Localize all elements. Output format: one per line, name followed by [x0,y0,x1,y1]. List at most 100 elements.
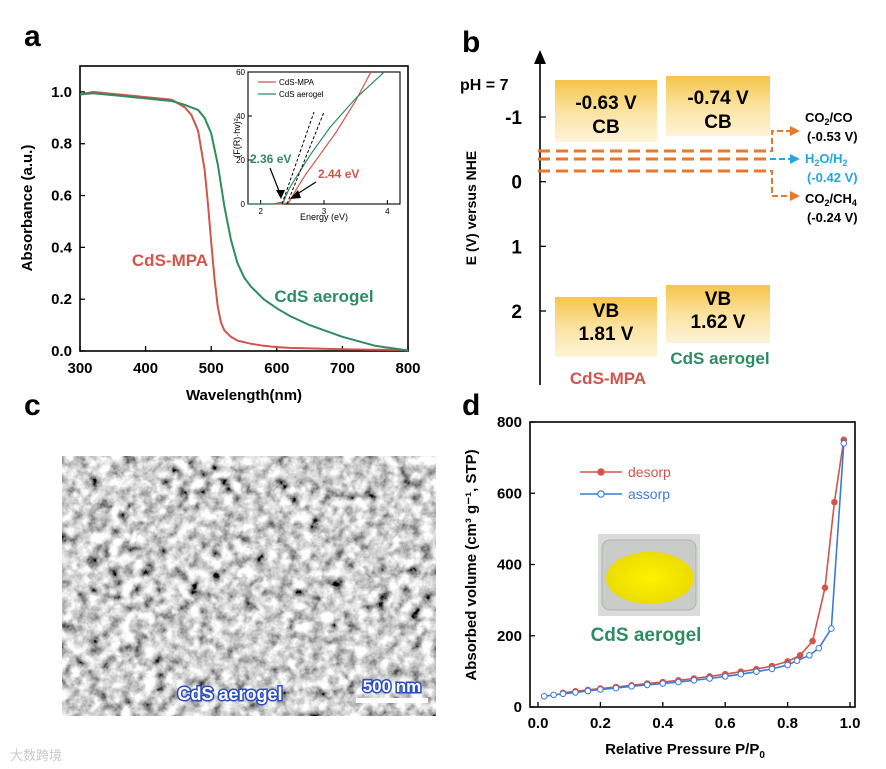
b-tick-label: -1 [505,108,522,129]
panel-d-y-label: Absorbed volume (cm³ g⁻¹, STP) [463,449,480,680]
d-point-assorp [721,673,729,680]
panel-d-label: d [462,389,480,422]
arrowhead-h2o-h2 [790,154,800,164]
inset-tangent-red [286,111,325,205]
panel-a-inset: 2 3 4 0 20 40 60 CdS-MPA CdS aerogel Energy (… [232,68,401,222]
d-point-assorp [793,657,801,665]
inset-legend-mpa: CdS-MPA [279,78,315,87]
panel-b-axis-arrow [534,50,546,64]
d-point-assorp [737,670,745,678]
a-y-tick-label: 1.0 [51,84,72,101]
annotation-cds-aerogel: CdS aerogel [274,287,373,306]
d-y-tick-label: 600 [497,485,522,502]
redox-value-h2o-h2: (-0.42 V) [807,170,858,185]
arrowhead-co2-ch4 [790,191,800,201]
d-point-assorp [572,689,579,696]
a-series-cds-aerogel [79,92,409,352]
d-y-tick-label: 800 [497,414,522,431]
inset-series-cds-aerogel [248,71,385,205]
inset-legend-aerogel: CdS aerogel [279,90,324,99]
cb-box-aerogel [666,76,770,136]
inset-y-tick-label: 40 [236,112,245,121]
panel-a-y-ticks: 0.0 0.2 0.4 0.6 0.8 1.0 [51,84,85,360]
d-point-assorp [675,678,682,686]
sem-label: CdS aerogel [177,684,282,704]
panel-d-x-ticks: 0.0 0.2 0.4 0.6 0.8 1.0 [528,702,861,732]
scale-bar-label: 500 nm [363,677,422,696]
panel-d-x-label: Relative Pressure P/P0 [605,741,765,761]
panel-a-series [79,90,409,352]
inset-gap-green: 2.36 eV [250,152,291,166]
vb-value-aerogel: 1.62 V [691,312,746,333]
d-point-assorp [768,665,776,673]
a-series-cds-mpa [79,90,409,351]
legend-desorp: desorp [628,464,671,480]
a-x-tick-label: 800 [395,360,420,377]
cb-value-aerogel: -0.74 V [687,88,749,109]
inset-y-tick-label: 60 [236,68,245,77]
cb-box-mpa [555,80,657,142]
a-x-tick-label: 300 [67,360,92,377]
d-x-tick-label: 0.2 [590,715,611,732]
panel-d-series [540,436,848,700]
d-x-tick-label: 0.0 [528,715,549,732]
inset-tangent-green [281,111,315,205]
d-point-desorp [821,584,829,592]
panel-d-y-ticks: 0 200 400 600 800 [497,414,535,716]
a-y-tick-label: 0.6 [51,188,72,205]
d-x-tick-label: 1.0 [840,715,861,732]
legend-marker-desorp [597,468,605,476]
d-y-tick-label: 0 [514,699,522,716]
panel-a-label: a [24,20,41,53]
vb-box-mpa [555,297,657,357]
d-point-desorp [796,652,804,659]
panel-b-ticks: -1 0 1 2 [505,108,546,323]
inset-x-ticks: 2 3 4 [258,200,390,216]
inset-x-tick-label: 4 [385,207,390,216]
redox-name-co2-ch4: CO2/CH4 [805,191,857,208]
d-point-assorp [597,686,604,693]
photo-aerogel-pile [606,552,694,604]
d-point-assorp [659,680,667,687]
panel-a-x-label: Wavelength(nm) [186,387,302,404]
cb-label-aerogel: CB [704,112,731,133]
redox-name-h2o-h2: H2O/H2 [805,151,848,168]
scale-bar [356,698,428,703]
inset-arrowhead-red [290,190,301,199]
arrowhead-co2-co [790,126,800,136]
inset-gap-red: 2.44 eV [318,167,359,181]
connector-co2-ch4 [770,170,790,197]
panel-b-y-label: E (V) versus NHE [463,151,479,265]
a-y-tick-label: 0.2 [51,291,72,308]
connector-co2-co [770,130,790,152]
d-x-tick-label: 0.6 [715,715,736,732]
b-tick-label: 2 [511,302,522,323]
a-x-tick-label: 700 [330,360,355,377]
d-y-tick-label: 200 [497,628,522,645]
d-point-assorp [840,440,848,447]
panel-d-chart: 0.0 0.2 0.4 0.6 0.8 1.0 0 200 400 600 800 Absorbe… [463,414,860,761]
vb-label-mpa: VB [593,301,619,322]
inset-x-tick-label: 2 [258,207,263,216]
ph-label: pH = 7 [460,77,509,94]
d-point-assorp [828,625,835,632]
a-y-tick-label: 0.8 [51,136,72,153]
d-point-assorp [584,687,592,695]
a-x-tick-label: 500 [199,360,224,377]
vb-box-aerogel [666,285,770,343]
d-x-tick-label: 0.4 [652,715,674,732]
annotation-cds-mpa: CdS-MPA [132,251,208,270]
d-point-assorp [784,661,791,669]
a-y-tick-label: 0.4 [51,239,73,256]
d-point-assorp [706,675,713,682]
b-tick-label: 1 [511,237,522,258]
redox-value-co2-co: (-0.53 V) [807,129,858,144]
d-point-assorp [612,684,620,692]
panel-d-sample-label: CdS aerogel [591,625,702,646]
a-x-tick-label: 600 [264,360,289,377]
inset-y-label: (F(R)·hv)² [232,118,242,158]
legend-marker-assorp [597,490,605,498]
vb-label-aerogel: VB [705,289,731,310]
redox-lines [538,126,800,201]
